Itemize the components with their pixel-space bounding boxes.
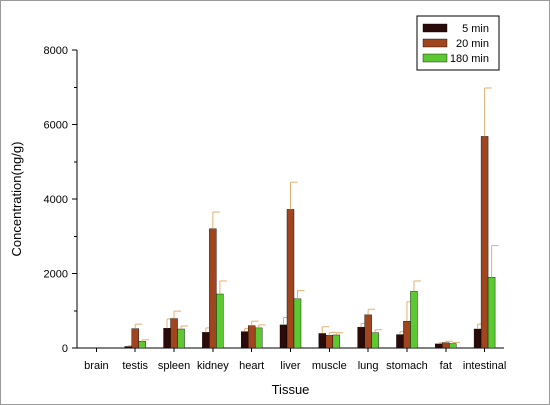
bar-spleen-20min — [170, 318, 178, 349]
bar-testis-20min — [131, 328, 139, 349]
y-tick-label: 2000 — [44, 269, 68, 281]
x-axis-title: Tissue — [272, 382, 310, 397]
x-tick-label: lung — [358, 360, 379, 372]
bar-kidney-180min — [216, 293, 224, 349]
bar-muscle-20min — [325, 335, 334, 349]
y-tick-label: 6000 — [44, 120, 68, 132]
bar-lung-5min — [357, 326, 365, 349]
x-tick-label: spleen — [158, 360, 190, 372]
bar-fat-180min — [449, 343, 457, 349]
bar-heart-180min — [254, 327, 263, 349]
bar-testis-180min — [138, 341, 146, 349]
bar-heart-20min — [247, 325, 256, 349]
x-tick-label: testis — [122, 360, 148, 372]
bar-liver-20min — [286, 209, 295, 349]
bar-spleen-5min — [163, 328, 171, 349]
x-tick-label: intestinal — [463, 360, 506, 372]
bar-liver-5min — [279, 324, 288, 349]
bar-fat-20min — [442, 342, 450, 349]
bar-kidney-5min — [202, 332, 210, 349]
x-tick-label: fat — [440, 360, 452, 372]
x-tick-label: muscle — [312, 360, 347, 372]
legend-swatch-5min — [422, 23, 448, 33]
bar-intestinal-20min — [480, 136, 489, 349]
bar-heart-5min — [240, 331, 249, 349]
x-tick-label: kidney — [197, 360, 229, 372]
y-axis-title: Concentration(ng/g) — [9, 142, 24, 257]
legend-swatch-20min — [422, 38, 448, 48]
x-tick-label: brain — [84, 360, 108, 372]
bar-stomach-5min — [396, 334, 404, 349]
bar-fat-5min — [435, 343, 443, 349]
bar-liver-180min — [293, 298, 302, 349]
bar-stomach-180min — [410, 291, 418, 349]
legend-label: 20 min — [456, 38, 489, 50]
bar-muscle-180min — [332, 334, 341, 349]
x-tick-label: heart — [239, 360, 264, 372]
bar-testis-5min — [124, 346, 132, 349]
y-tick-label: 4000 — [44, 194, 68, 206]
bar-muscle-5min — [318, 333, 327, 349]
legend-label: 5 min — [462, 23, 489, 35]
y-tick-label: 0 — [62, 343, 68, 355]
bar-lung-20min — [364, 314, 372, 349]
y-tick-label: 8000 — [44, 45, 68, 57]
bar-lung-180min — [371, 332, 379, 349]
legend-label: 180 min — [450, 53, 489, 65]
x-tick-label: stomach — [386, 360, 428, 372]
bar-intestinal-5min — [473, 328, 482, 349]
bar-intestinal-180min — [487, 277, 496, 349]
legend-swatch-180min — [422, 53, 448, 63]
bar-kidney-20min — [209, 228, 217, 349]
bar-spleen-180min — [177, 328, 185, 349]
bar-stomach-20min — [403, 320, 411, 349]
x-tick-label: liver — [280, 360, 301, 372]
